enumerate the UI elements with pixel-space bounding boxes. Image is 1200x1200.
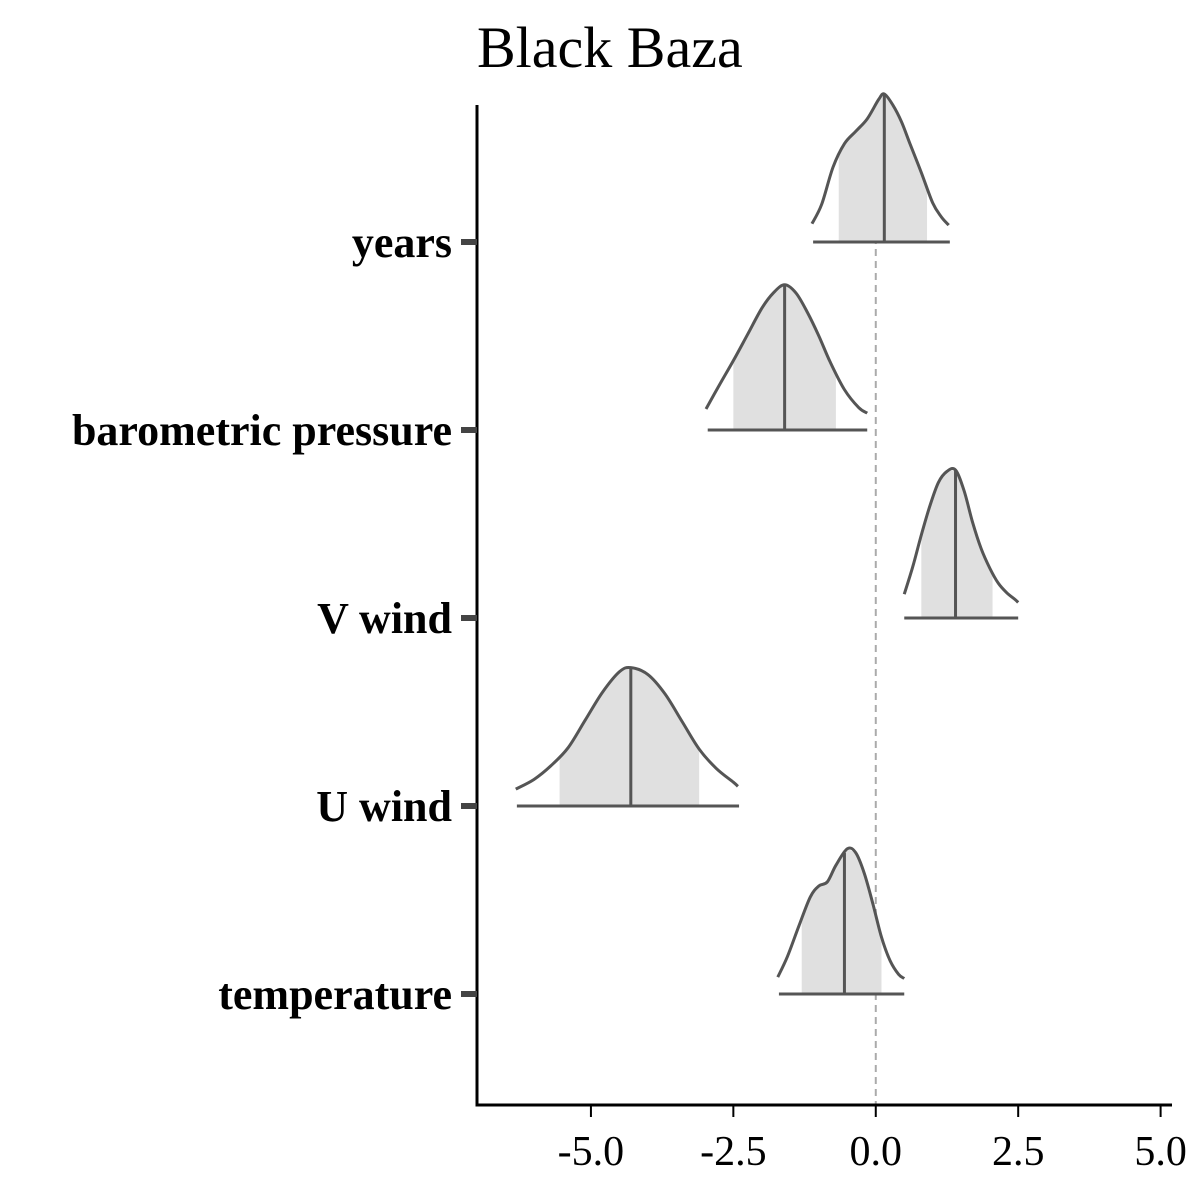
ridge-temperature <box>776 846 906 996</box>
chart-title: Black Baza <box>477 15 743 80</box>
ridge-u-wind <box>515 666 740 808</box>
x-tick-label: 0.0 <box>850 1129 903 1175</box>
y-tick-label: U wind <box>316 782 452 831</box>
ridge-barometric-pressure <box>704 283 869 432</box>
y-tick-label: barometric pressure <box>72 406 452 455</box>
x-tick-label: 5.0 <box>1134 1129 1187 1175</box>
ridge-v-wind <box>902 466 1020 620</box>
density-curve <box>776 846 906 980</box>
x-tick-label: -5.0 <box>558 1129 625 1175</box>
inner-interval-fill <box>801 848 882 994</box>
x-tick-label: -2.5 <box>700 1129 767 1175</box>
ridge-years <box>810 92 950 244</box>
series-layer <box>515 92 1020 996</box>
y-tick-label: years <box>352 218 452 267</box>
y-tick-label: V wind <box>317 594 452 643</box>
y-tick-label: temperature <box>218 970 452 1019</box>
x-tick-label: 2.5 <box>992 1129 1045 1175</box>
density-curve <box>902 466 1020 604</box>
density-curve <box>704 283 869 415</box>
axis-layer: years barometric pressure V wind U wind temp… <box>72 105 1187 1175</box>
